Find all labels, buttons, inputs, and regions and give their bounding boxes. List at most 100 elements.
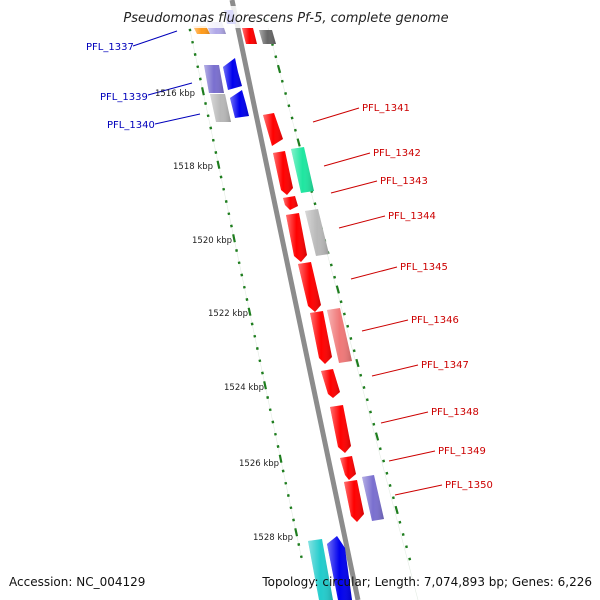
scale-tick [274,432,277,436]
scale-tick [352,349,356,353]
scale-tick [206,114,210,118]
kbp-label: 1528 kbp [253,533,293,543]
kbp-label: 1522 kbp [208,309,248,319]
scale-tick [401,533,405,536]
kbp-scale-labels: 1516 kbp 1518 kbp 1520 kbp 1522 kbp 1524… [155,89,293,543]
scale-tick [242,285,246,289]
gene-label-pfl-1350[interactable]: PFL_1350 [445,480,493,491]
gene-label-pfl-1348[interactable]: PFL_1348 [431,407,479,418]
leader-pfl-1343 [330,180,378,194]
scale-tick [292,518,295,522]
scale-tick [369,410,372,414]
genome-summary: Topology: circular; Length: 7,074,893 bp… [261,575,592,589]
scale-tick [258,359,262,363]
gene-gloss [298,262,321,312]
gene-gloss [204,65,224,93]
gene-gloss [340,456,356,480]
scale-tick [297,543,301,546]
scale-tick [245,298,249,301]
gene-label-pfl-1345[interactable]: PFL_1345 [400,262,448,273]
scale-tick [294,528,299,537]
scale-tick [346,324,350,328]
gene-gloss [310,311,332,364]
gene-label-pfl-1342[interactable]: PFL_1342 [373,148,421,159]
scale-tick [201,87,205,96]
gene-label-pfl-1344[interactable]: PFL_1344 [388,211,436,222]
leader-pfl-1350 [394,484,443,496]
scale-tick [219,175,223,179]
scale-tick [276,64,282,74]
scale-tick [276,445,280,448]
gene-gloss [291,147,314,193]
scale-tick [284,92,288,95]
scale-tick [349,337,353,340]
scale-tick [196,65,200,69]
scale-tick [398,520,402,524]
scale-tick [374,432,380,441]
scale-tick [266,396,270,399]
scale-tick [293,128,297,132]
scale-tick [299,555,303,559]
accession-label: Accession: NC_004129 [9,575,145,589]
leader-pfl-1346 [361,319,409,332]
scale-tick [253,334,257,338]
gene-gloss [286,213,307,262]
map-title: Pseudomonas fluorescens Pf-5, complete g… [123,11,448,26]
gene-label-pfl-1341[interactable]: PFL_1341 [362,103,410,114]
gene-gloss [263,113,283,146]
kbp-label: 1524 kbp [224,383,264,393]
leader-pfl-1349 [388,450,436,462]
scale-tick [287,104,291,108]
gene-label-pfl-1346[interactable]: PFL_1346 [411,315,459,326]
gene-label-pfl-1349[interactable]: PFL_1349 [438,446,486,457]
leader-pfl-1348 [380,411,429,424]
kbp-label: 1516 kbp [155,89,195,99]
scale-tick [271,420,275,424]
gene-gloss [327,536,352,600]
leader-pfl-1340 [154,113,201,125]
reverse-gene-labels: PFL_1341 PFL_1342 PFL_1343 PFL_1344 PFL_… [362,103,493,491]
scale-tick [281,469,285,473]
gene-gloss [223,58,242,90]
gene-gloss [283,196,298,210]
scale-tick [342,312,346,316]
scale-tick [237,261,241,265]
gene-label-pfl-1339[interactable]: PFL_1339 [100,92,148,103]
scale-tick [278,454,283,463]
scale-tick [290,116,294,120]
gene-label-pfl-1343[interactable]: PFL_1343 [380,176,428,187]
scale-tick [362,386,366,389]
scale-tick [280,79,284,83]
leader-pfl-1344 [338,215,386,229]
gene-gloss [242,28,257,44]
scale-tick [214,151,218,154]
leader-pfl-1337 [132,30,178,47]
kbp-label: 1518 kbp [173,162,213,172]
leader-pfl-1342 [323,152,371,167]
gene-gloss [273,151,293,195]
scale-tick [230,224,233,228]
gene-gloss [321,369,340,398]
scale-tick [313,202,317,206]
gene-gloss [344,480,364,522]
scale-tick [394,505,399,515]
gene-label-pfl-1340[interactable]: PFL_1340 [107,120,155,131]
gene-gloss [330,405,351,453]
scale-tick [408,557,412,561]
label-leader-lines [132,30,443,496]
scale-tick [261,371,264,375]
tick-guide [265,19,419,600]
scale-tick [388,484,392,487]
gene-label-pfl-1337[interactable]: PFL_1337 [86,42,134,53]
scale-tick [240,273,244,277]
scale-tick [235,249,238,252]
scale-tick [355,358,360,368]
scale-tick [333,275,337,279]
gene-gloss [210,94,231,122]
scale-tick [365,398,369,402]
scale-tick [247,307,252,316]
gene-label-pfl-1347[interactable]: PFL_1347 [421,360,469,371]
gene-gloss [362,475,384,521]
scale-tick [232,234,236,243]
